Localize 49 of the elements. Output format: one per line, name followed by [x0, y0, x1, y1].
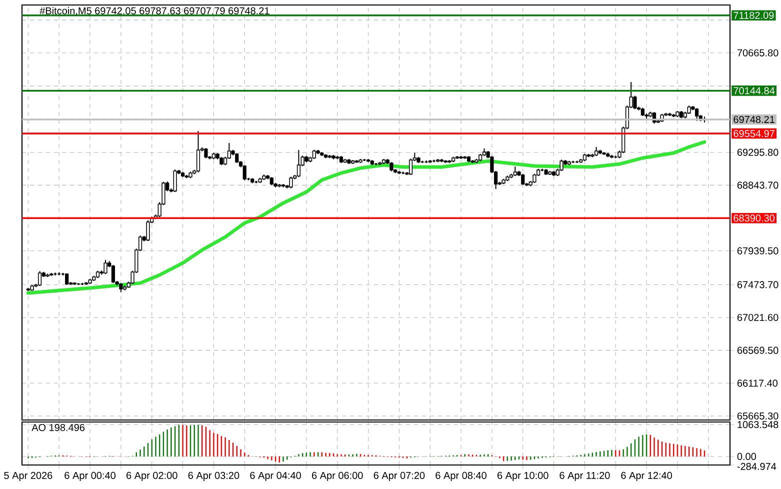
y-tick-label: 70665.80	[737, 49, 778, 56]
y-tick-label: 66117.40	[737, 380, 778, 387]
candlestick	[146, 220, 150, 242]
y-tick-label: 67021.60	[737, 314, 778, 322]
candlestick	[119, 282, 123, 293]
ref-line-label: 70144.84	[734, 87, 775, 94]
x-tick-label: 6 Apr 07:20	[374, 472, 425, 481]
x-tick-label: 6 Apr 10:00	[498, 472, 548, 481]
line-series	[26, 140, 706, 295]
ref-line-label: 71182.09	[734, 12, 774, 19]
chart-title: #Bitcoin,M5 69742.05 69787.63 69707.79 69748.21	[40, 7, 270, 16]
candlestick	[312, 149, 316, 160]
ref-line-label: 68390.30	[734, 214, 775, 222]
y-tick-label: 69295.80	[737, 148, 778, 156]
x-tick-label: 6 Apr 04:40	[250, 472, 301, 481]
candlestick	[173, 168, 177, 192]
x-tick-label: 6 Apr 08:40	[436, 472, 486, 481]
candlestick	[694, 108, 699, 122]
x-tick-label: 6 Apr 00:40	[64, 472, 116, 481]
y-tick-label: 67939.50	[737, 247, 778, 254]
candlestick	[242, 164, 246, 181]
y-tick-label: 66569.50	[737, 346, 778, 354]
chart-title: AO 198.496	[32, 424, 85, 432]
x-tick-label: 6 Apr 11:20	[560, 472, 610, 481]
candlestick	[235, 152, 239, 164]
candlestick	[594, 146, 598, 157]
y-tick-label: 68843.70	[737, 182, 778, 189]
candlestick	[111, 264, 116, 284]
candlestick	[38, 270, 42, 287]
x-tick-label: 6 Apr 03:20	[188, 472, 240, 481]
y-tick-label: 65665.30	[737, 412, 778, 420]
candlestick	[513, 166, 517, 177]
ref-line-label: 69748.21	[734, 116, 774, 124]
candlestick	[296, 150, 301, 178]
candlestick	[521, 173, 525, 186]
x-tick-label: 5 Apr 2026	[4, 472, 52, 481]
y-tick-label: 1063.548	[738, 421, 778, 428]
candlestick	[390, 162, 394, 172]
candlestick	[204, 148, 208, 159]
ref-line-label: 69554.97	[734, 130, 774, 138]
candlestick	[104, 259, 108, 275]
x-tick-label: 6 Apr 06:00	[312, 472, 363, 481]
candlestick	[289, 176, 293, 189]
y-tick-label: 67473.70	[737, 281, 778, 288]
candlestick	[196, 130, 200, 173]
x-tick-label: 6 Apr 02:00	[126, 472, 178, 481]
y-tick-label: 0.00	[737, 452, 756, 460]
y-tick-label: -284.974	[737, 462, 776, 470]
x-tick-label: 6 Apr 12:40	[621, 472, 672, 481]
